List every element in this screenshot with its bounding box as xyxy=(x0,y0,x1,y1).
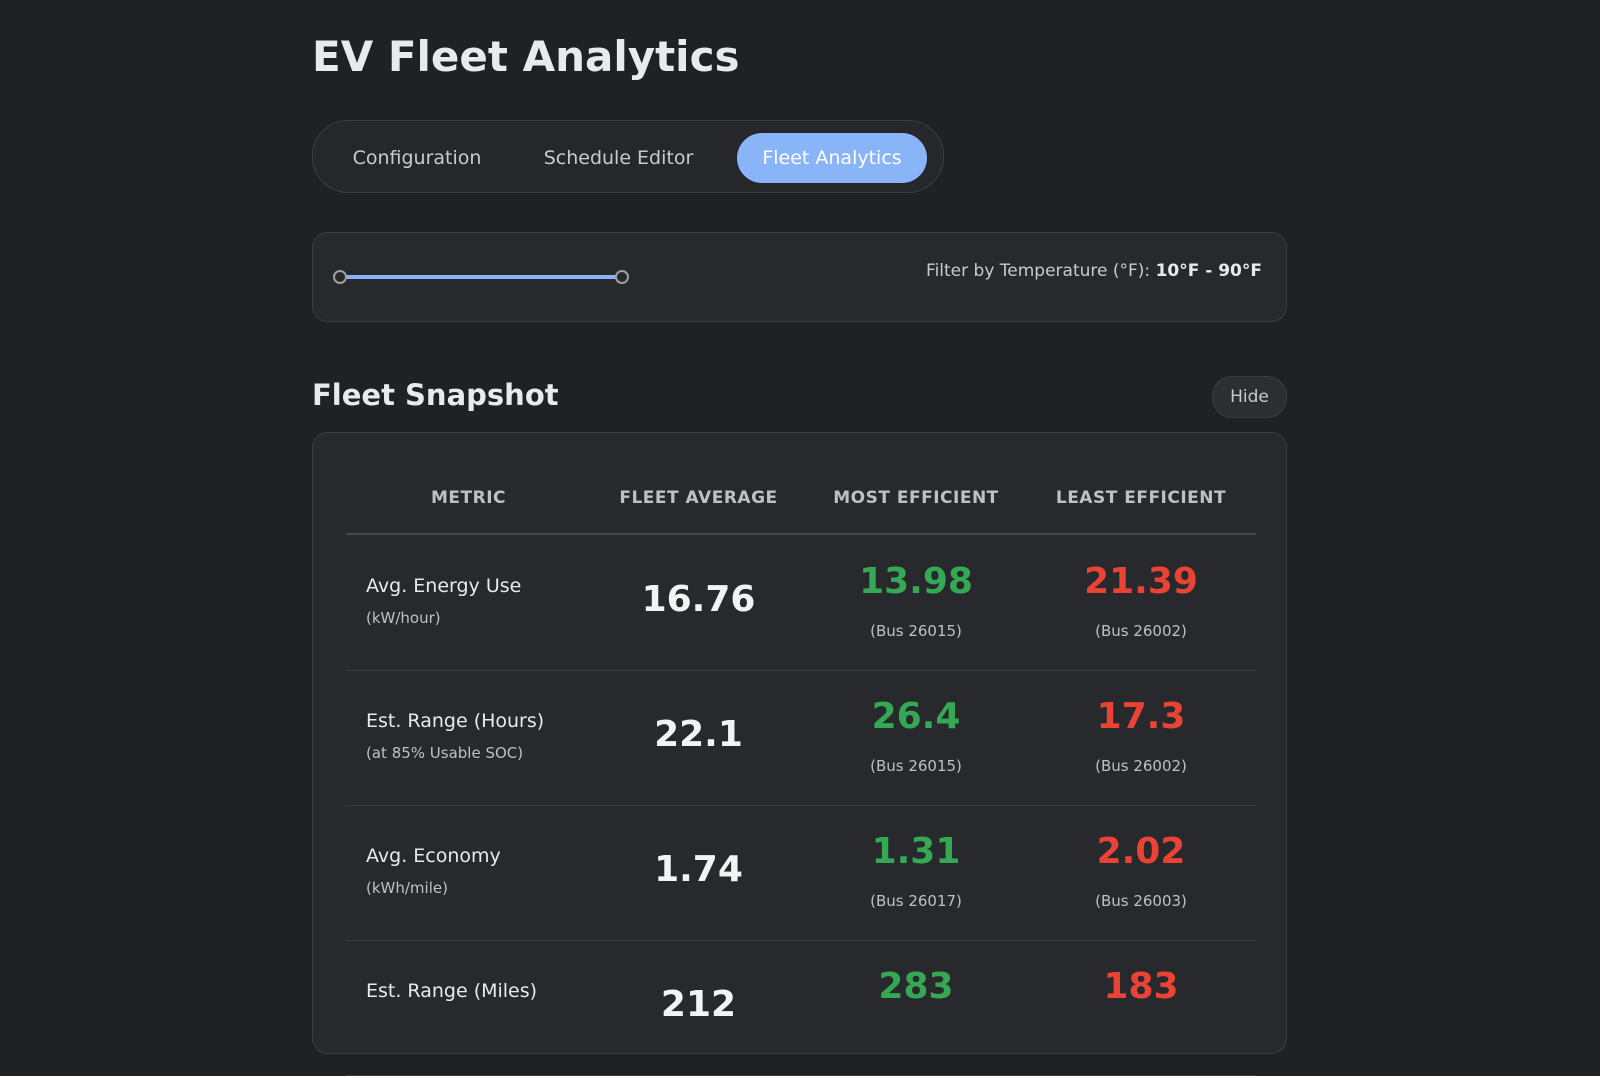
tab[interactable]: Fleet Analytics xyxy=(737,133,927,183)
section-title: Fleet Snapshot xyxy=(312,378,559,412)
least-value: 2.02 xyxy=(1096,831,1186,872)
hide-button[interactable]: Hide xyxy=(1212,376,1287,418)
filter-range: 10°F - 90°F xyxy=(1155,261,1262,281)
tab[interactable]: Schedule Editor xyxy=(543,147,694,169)
tab-bar: Configuration Schedule Editor Fleet Analyt… xyxy=(312,120,944,193)
filter-panel: Filter by Temperature (°F): 10°F - 90°F xyxy=(312,232,1287,322)
metric-name: Est. Range (Hours) xyxy=(366,710,545,732)
fleet-average: 212 xyxy=(660,984,737,1025)
bus-id: (Bus 26002) xyxy=(1095,622,1187,640)
snapshot-card: METRIC FLEET AVERAGE MOST EFFICIENT LEAST E… xyxy=(312,432,1287,1076)
fleet-average: 22.1 xyxy=(654,714,743,755)
most-value: 13.98 xyxy=(859,561,973,602)
slider-knob[interactable] xyxy=(615,270,629,284)
least-value: 183 xyxy=(1103,966,1179,1007)
table-header: METRIC FLEET AVERAGE MOST EFFICIENT LEAST E… xyxy=(346,433,1256,535)
column-header: LEAST EFFICIENT xyxy=(1055,488,1227,508)
metric-name: Avg. Energy Use xyxy=(366,575,522,597)
page: EV Fleet Analytics Configuration Schedule… xyxy=(312,32,1287,1076)
bus-id: (Bus 26015) xyxy=(870,622,962,640)
metric-unit: (kW/hour) xyxy=(366,609,441,627)
fleet-average: 1.74 xyxy=(654,849,743,890)
slider-knob[interactable] xyxy=(333,270,347,284)
column-header: METRIC xyxy=(430,488,507,508)
tab[interactable]: Configuration xyxy=(352,147,482,169)
fleet-average: 16.76 xyxy=(641,579,756,620)
table-row: Est. Range (Hours) (at 85% Usable SOC) 22.… xyxy=(346,670,1256,806)
filter-text: Filter by Temperature (°F): xyxy=(926,261,1151,281)
metric-name: Est. Range (Miles) xyxy=(366,980,538,1002)
bus-id: (Bus 26003) xyxy=(1095,892,1187,910)
metric-unit: (kWh/mile) xyxy=(366,879,448,897)
table-row: Avg. Economy (kWh/mile) 1.74 1.31 (Bus 26017… xyxy=(346,805,1256,941)
least-value: 21.39 xyxy=(1084,561,1198,602)
table-row: Est. Range (Miles) 212 283 183 xyxy=(346,940,1256,1076)
most-value: 283 xyxy=(878,966,954,1007)
most-value: 1.31 xyxy=(871,831,961,872)
most-value: 26.4 xyxy=(871,696,961,737)
bus-id: (Bus 26017) xyxy=(870,892,962,910)
slider-track[interactable] xyxy=(339,275,623,279)
page-title: EV Fleet Analytics xyxy=(312,32,740,81)
column-header: MOST EFFICIENT xyxy=(833,488,999,508)
bus-id: (Bus 26015) xyxy=(870,757,962,775)
table-row: Avg. Energy Use (kW/hour) 16.76 13.98 (Bus 2… xyxy=(346,535,1256,671)
filter-label: Filter by Temperature (°F): 10°F - 90°F xyxy=(926,261,1262,281)
least-value: 17.3 xyxy=(1096,696,1186,737)
metric-name: Avg. Economy xyxy=(366,845,501,867)
column-header: FLEET AVERAGE xyxy=(619,488,778,508)
metric-unit: (at 85% Usable SOC) xyxy=(366,744,524,762)
bus-id: (Bus 26002) xyxy=(1095,757,1187,775)
